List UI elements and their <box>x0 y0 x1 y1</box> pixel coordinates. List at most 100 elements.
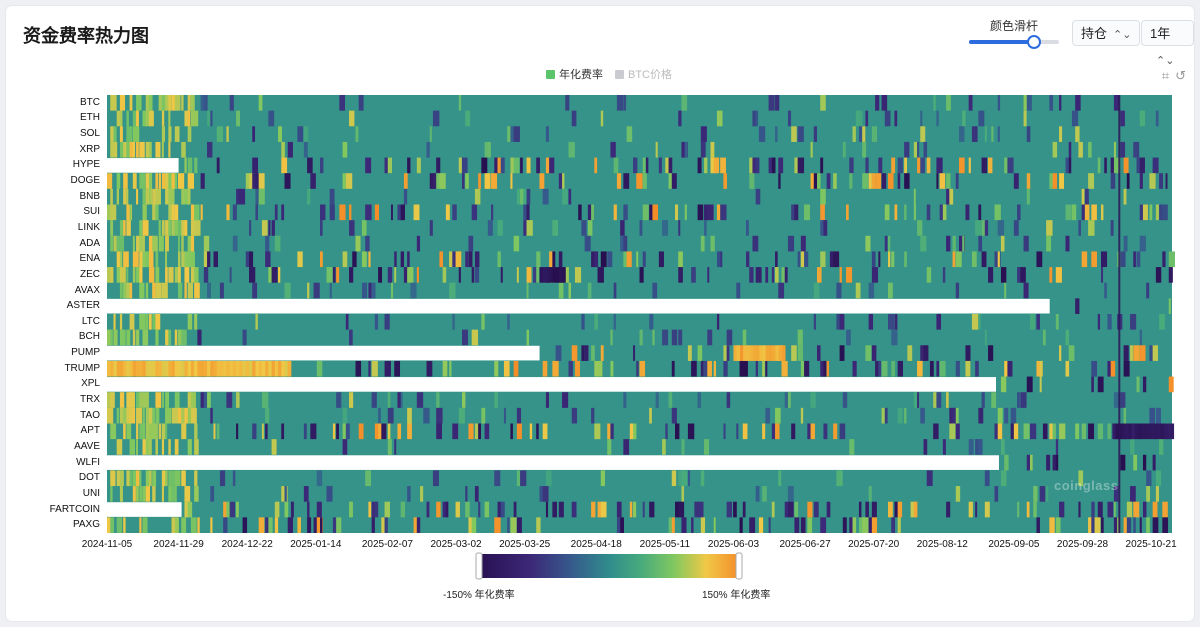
heatmap-cell <box>500 267 503 283</box>
heatmap-cell <box>574 360 580 377</box>
heatmap-cell <box>662 439 666 455</box>
row-label-link: LINK <box>77 221 100 233</box>
heatmap-cell <box>662 220 669 236</box>
heatmap-cell <box>1010 423 1016 440</box>
heatmap-cell <box>429 173 436 189</box>
heatmap-cell <box>1155 267 1162 283</box>
heatmap-cell <box>307 517 312 533</box>
heatmap-cell <box>210 517 213 533</box>
heatmap-cell <box>161 141 164 158</box>
heatmap-cell <box>190 392 196 408</box>
heatmap-cell <box>526 282 529 299</box>
heatmap-cell <box>1078 220 1081 236</box>
heatmap-cell <box>946 235 951 252</box>
heatmap-cell <box>407 407 412 424</box>
heatmap-cell <box>836 282 842 299</box>
heatmap-cell <box>168 141 171 158</box>
color-slider-track[interactable] <box>969 35 1059 49</box>
zoom-icon[interactable]: ⌗ <box>1161 68 1170 83</box>
heatmap-cell <box>255 173 261 189</box>
heatmap-cell <box>849 173 853 189</box>
heatmap-cell <box>123 423 126 440</box>
heatmap-cell <box>1146 282 1150 299</box>
heatmap-cell <box>316 470 323 487</box>
heatmap-cell <box>1088 220 1095 236</box>
heatmap-cell <box>281 204 285 221</box>
heatmap-cell <box>161 126 166 142</box>
heatmap-cell-highlight <box>549 267 553 283</box>
heatmap-cell <box>449 360 452 377</box>
heatmap-cell <box>749 157 755 174</box>
heatmap-cell <box>691 423 694 440</box>
legend-item-rate[interactable]: 年化费率 <box>546 66 603 82</box>
heatmap-cell <box>613 282 617 299</box>
legend-label-btc: BTC价格 <box>628 69 672 81</box>
heatmap-cell <box>920 157 925 174</box>
heatmap-cell <box>671 517 675 533</box>
no-data-region <box>107 345 540 361</box>
heatmap-cell <box>526 329 530 346</box>
heatmap-cell <box>997 407 1003 424</box>
heatmap-cell <box>939 173 946 189</box>
heatmap-cell <box>1059 126 1063 142</box>
heatmap-cell <box>997 423 1003 440</box>
heatmap-cell <box>187 173 195 189</box>
heatmap-cell <box>842 517 847 533</box>
heatmap-cell <box>181 407 187 424</box>
heatmap-cell <box>181 95 184 111</box>
heatmap-cell <box>1078 141 1083 158</box>
heatmap-cell <box>368 282 372 299</box>
heatmap-cell <box>613 204 617 221</box>
heatmap-cell <box>623 439 630 455</box>
heatmap-cell <box>345 423 350 440</box>
heatmap-cell <box>920 407 925 424</box>
heatmap-cell <box>178 407 185 424</box>
heatmap-cell <box>849 517 854 533</box>
heatmap-cell <box>955 251 962 268</box>
heatmap-cell <box>1094 517 1101 533</box>
heatmap-cell <box>949 407 956 424</box>
heatmap-cell <box>1036 314 1040 330</box>
heatmap-cell <box>842 392 848 408</box>
legend-label-rate: 年化费率 <box>559 69 603 81</box>
heatmap-cell <box>181 235 184 252</box>
heatmap-cell <box>171 173 177 189</box>
watermark: coinglass <box>1054 478 1119 493</box>
heatmap-cell <box>681 95 688 111</box>
heatmap-cell <box>558 251 563 268</box>
heatmap-cell <box>1091 204 1097 221</box>
range-select[interactable]: 1年⌃⌄ <box>1141 20 1194 67</box>
heatmap-cell <box>800 517 806 533</box>
type-select[interactable]: 持仓 ⌃⌄ <box>1072 20 1141 46</box>
chevron-updown-icon: ⌃⌄ <box>1156 55 1175 67</box>
heatmap-cell <box>1068 345 1075 361</box>
heatmap-cell <box>671 329 678 346</box>
heatmap-cell <box>307 282 310 299</box>
legend-item-btc[interactable]: BTC价格 <box>615 66 672 82</box>
color-slider-thumb[interactable] <box>1026 35 1041 49</box>
heatmap-cell <box>758 126 766 142</box>
heatmap-cell <box>232 235 238 252</box>
heatmap-cell <box>897 517 901 533</box>
heatmap-cell <box>171 220 175 236</box>
heatmap-cell <box>1152 157 1159 174</box>
heatmap-cell <box>968 501 973 518</box>
heatmap-cell <box>1017 204 1021 221</box>
heatmap-cell-highlight <box>187 360 192 377</box>
heatmap-cell <box>174 267 181 283</box>
color-slider-fill <box>969 40 1034 44</box>
heatmap-cell <box>865 157 869 174</box>
heatmap-cell <box>200 95 206 111</box>
heatmap-cell <box>261 220 268 236</box>
row-label-trump: TRUMP <box>64 362 100 374</box>
heatmap-cell <box>494 470 501 487</box>
no-data-region <box>107 455 999 470</box>
heatmap-cell <box>339 204 346 221</box>
reset-icon[interactable]: ↺ <box>1175 68 1186 83</box>
heatmap-cell <box>1117 517 1120 533</box>
heatmap-cell <box>184 110 190 127</box>
x-tick-label: 2025-04-18 <box>570 539 622 550</box>
heatmap-cell <box>503 407 506 424</box>
color-slider[interactable]: 颜色滑杆 <box>969 17 1059 49</box>
heatmap-cell <box>139 517 142 533</box>
